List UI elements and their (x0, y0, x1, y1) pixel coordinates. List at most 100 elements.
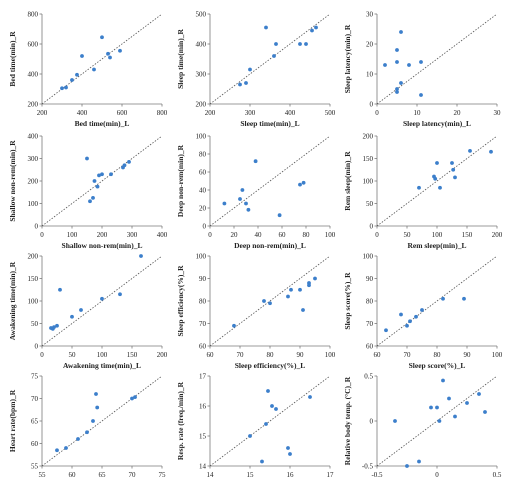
x-tick-label: 800 (157, 109, 168, 117)
data-point (453, 175, 457, 180)
x-tick-label: 200 (205, 109, 216, 117)
x-axis-label: Bed time(min)_L (75, 119, 130, 128)
data-point (419, 60, 423, 64)
y-tick-label: 400 (196, 41, 207, 49)
y-tick-label: 75 (31, 373, 39, 381)
data-point (238, 197, 242, 201)
y-axis-label: Awakening time(min)_R (8, 261, 17, 340)
data-point (462, 296, 466, 301)
identity-line (376, 255, 498, 347)
data-point (127, 159, 131, 164)
x-tick-label: 100 (325, 231, 336, 239)
y-tick-label: 0 (370, 101, 374, 109)
data-point (244, 201, 248, 206)
chart-panel-1: 200 400 600 800 200 400 600 800 Bed time(min)_L B… (8, 11, 168, 129)
data-point (441, 378, 445, 383)
y-tick-label: 55 (31, 463, 39, 471)
x-tick-label: 200 (97, 231, 108, 239)
y-tick-label: 80 (199, 151, 207, 159)
x-tick-label: 65 (99, 471, 107, 479)
identity-line (209, 13, 331, 105)
data-point (133, 395, 137, 400)
data-point (238, 82, 242, 87)
x-tick-label: 50 (404, 231, 412, 239)
y-tick-label: 0 (203, 223, 207, 231)
x-tick-label: 150 (127, 351, 138, 359)
data-point (405, 323, 409, 328)
data-point (262, 299, 266, 303)
data-point (253, 159, 258, 164)
data-point (109, 172, 113, 177)
data-point (274, 42, 278, 46)
identity-line (41, 135, 163, 227)
data-point (298, 42, 302, 46)
data-point (383, 63, 387, 67)
data-point (308, 395, 312, 399)
y-axis-label: Heart rate(bpm)_R (8, 389, 17, 452)
x-tick-label: 80 (434, 351, 442, 359)
y-tick-label: 90 (199, 275, 207, 283)
data-point (441, 296, 445, 301)
y-axis-label: Bed time(min)_R (8, 31, 17, 87)
data-point (270, 404, 274, 408)
data-point (118, 48, 122, 53)
y-tick-label: 100 (196, 253, 207, 261)
x-tick-label: 90 (464, 351, 472, 359)
data-point (417, 459, 421, 464)
x-tick-label: 60 (69, 471, 77, 479)
identity-line (376, 375, 498, 467)
y-axis-label: Deep non-rem(min)_R (176, 144, 185, 217)
x-tick-label: 17 (327, 471, 335, 479)
x-tick-label: 400 (157, 231, 168, 239)
data-point (286, 294, 290, 299)
x-tick-label: 60 (279, 231, 287, 239)
data-point (429, 405, 433, 410)
data-point (222, 201, 227, 206)
y-tick-label: 200 (28, 101, 39, 109)
x-tick-label: 20 (454, 109, 462, 117)
data-point (264, 422, 268, 426)
x-tick-label: 40 (255, 231, 263, 239)
y-tick-label: 70 (366, 320, 374, 328)
data-point (100, 296, 104, 301)
y-axis-label: Resp. rate (freq./min)_R (176, 381, 185, 460)
y-tick-label: 100 (363, 253, 374, 261)
data-point (286, 446, 290, 450)
x-tick-label: 0 (375, 231, 379, 239)
x-axis-label: Shallow non-rem(min)_L (62, 241, 143, 250)
data-point (232, 323, 236, 328)
x-tick-label: 0.5 (493, 471, 502, 479)
data-point (408, 319, 412, 324)
data-point (58, 287, 62, 292)
y-tick-label: 400 (28, 133, 39, 141)
x-tick-label: 70 (404, 351, 412, 359)
x-tick-label: 100 (432, 231, 443, 239)
x-tick-label: 30 (494, 109, 502, 117)
x-tick-label: 0 (375, 109, 379, 117)
data-point (433, 176, 438, 181)
data-point (435, 405, 439, 410)
y-tick-label: 14 (199, 463, 207, 471)
x-tick-label: 200 (492, 231, 503, 239)
data-point (395, 87, 399, 91)
x-axis-label: Rem sleep(min)_L (408, 241, 467, 250)
y-tick-label: 20 (366, 41, 374, 49)
y-tick-label: 70 (199, 320, 207, 328)
y-tick-label: 200 (363, 133, 374, 141)
y-tick-label: 60 (199, 169, 207, 177)
chart-panel-7: 0 50 100 150 200 0 50 100 150 200 Awakening time(m… (8, 253, 168, 371)
data-point (395, 60, 399, 64)
y-tick-label: 0 (370, 223, 374, 231)
chart-panel-5: 0 20 40 60 80 100 0 20 40 60 80 100 Deep non-rem(min… (176, 133, 336, 251)
data-point (314, 25, 318, 30)
data-point (85, 430, 89, 435)
y-axis-label: Sleep time(min)_R (176, 29, 185, 89)
identity-line (376, 13, 498, 105)
data-point (420, 308, 424, 312)
identity-line (209, 135, 331, 227)
y-tick-label: 600 (28, 41, 39, 49)
x-tick-label: 100 (97, 351, 108, 359)
y-tick-label: -0.5 (362, 463, 374, 471)
